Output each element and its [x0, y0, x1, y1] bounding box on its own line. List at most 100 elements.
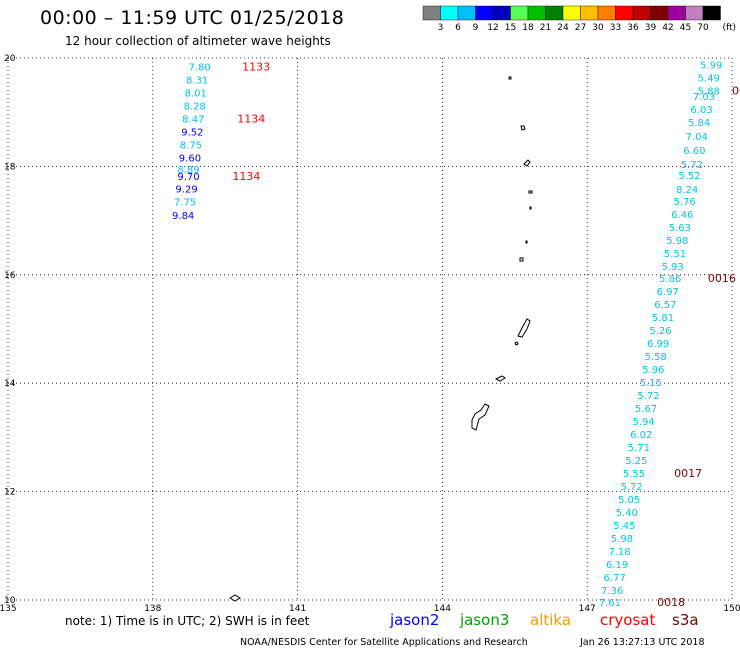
lon-tick-label: 150	[723, 604, 740, 614]
lon-tick-label: 144	[434, 604, 451, 614]
wave-height-label: 5.58	[645, 352, 667, 363]
wave-height-label: 5.84	[688, 118, 710, 129]
footer-note: note: 1) Time is in UTC; 2) SWH is in fe…	[65, 614, 310, 628]
legend-swatch	[650, 5, 669, 21]
wave-height-label: 5.25	[625, 456, 647, 467]
wave-height-label: 8.89	[177, 165, 199, 176]
wave-height-label: 5.51	[664, 249, 686, 260]
wave-height-label: 6.19	[606, 560, 628, 571]
time-label: 0016	[708, 272, 736, 285]
legend-unit-label: (ft)	[723, 23, 737, 33]
wave-height-label: 9.52	[181, 128, 203, 139]
altimeter-tracks: 7.80 8.31 8.01 8.28 8.47 9.52 8.75 9.608.899.70…	[172, 61, 722, 610]
satellite-jason3: jason3	[459, 611, 509, 629]
wave-height-label: 5.98	[611, 534, 633, 545]
wave-height-label: 8.31	[186, 76, 208, 87]
legend-swatch	[422, 5, 441, 21]
legend-label: 12	[487, 23, 498, 33]
time-labels: 1133 1134 1134 00 0016 0017 0018	[232, 61, 740, 609]
satellite-jason2: jason2	[389, 611, 439, 629]
island-south-atoll	[229, 594, 241, 602]
wave-height-label: 5.45	[613, 521, 635, 532]
wave-height-label: 5.72	[681, 160, 703, 171]
time-label: 00	[732, 85, 740, 98]
legend-swatch	[615, 5, 634, 21]
legend-label: 15	[505, 23, 516, 33]
legend-swatch	[597, 5, 616, 21]
island-pagan	[523, 159, 531, 167]
legend-swatch	[685, 5, 704, 21]
wave-height-label: 5.99	[700, 61, 722, 72]
wave-height-label: 5.76	[674, 197, 696, 208]
wave-height-label: 5.49	[698, 74, 720, 85]
axis-ticks: 135 138 141 144 147 150 10 12 14 16 18 20	[0, 54, 740, 614]
lat-tick-label: 20	[4, 54, 16, 64]
wave-height-label: 6.60	[683, 146, 705, 157]
wave-height-label: 7.03	[693, 92, 715, 103]
island-anatahan	[519, 257, 524, 262]
wave-height-label: 9.29	[175, 185, 197, 196]
island-aguijan	[514, 341, 519, 346]
wave-height-label: 9.84	[172, 211, 194, 222]
wave-height-label: 8.47	[182, 115, 204, 126]
wave-height-label: 5.15	[640, 378, 662, 389]
satellite-cryosat: cryosat	[600, 611, 655, 629]
time-label: 1133	[242, 61, 270, 74]
wave-height-label: 6.77	[604, 573, 626, 584]
wave-height-label: 5.93	[661, 262, 683, 273]
legend-label: 9	[473, 23, 479, 33]
lat-tick-label: 18	[4, 162, 16, 172]
time-label: 1134	[232, 170, 260, 183]
satellite-altika: altika	[530, 611, 571, 629]
legend-swatch	[492, 5, 511, 21]
time-label: 1134	[237, 113, 265, 126]
legend-swatch	[527, 5, 546, 21]
wave-height-label: 5.98	[666, 236, 688, 247]
wave-height-label: 7.75	[174, 198, 196, 209]
wave-height-label: 5.26	[649, 326, 671, 337]
island-rota	[494, 375, 506, 382]
chart-title: 00:00 – 11:59 UTC 01/25/2018	[40, 7, 344, 29]
time-label: 0018	[657, 596, 685, 609]
footer-timestamp: Jan 26 13:27:13 UTC 2018	[579, 637, 705, 648]
legend-swatch	[580, 5, 599, 21]
wave-height-label: 6.02	[630, 430, 652, 441]
wave-height-label: 5.63	[669, 223, 691, 234]
legend-label: 36	[627, 23, 639, 33]
lat-tick-label: 12	[4, 488, 15, 498]
wave-height-label: 8.24	[676, 185, 698, 196]
island-asuncion	[508, 76, 512, 80]
wave-height-label: 6.99	[647, 339, 669, 350]
footer-credit: NOAA/NESDIS Center for Satellite Applica…	[240, 637, 528, 648]
island-sarigan	[525, 240, 528, 244]
legend-label: 6	[455, 23, 461, 33]
legend-label: 30	[592, 23, 604, 33]
legend-label: 33	[610, 23, 621, 33]
legend-swatch	[562, 5, 581, 21]
lat-tick-label: 14	[4, 379, 16, 389]
wave-height-label: 6.46	[671, 210, 693, 221]
wave-height-label: 9.70	[177, 172, 199, 183]
wave-height-label: 5.71	[628, 443, 650, 454]
legend-label: 3	[438, 23, 444, 33]
wave-height-label: 5.96	[642, 365, 664, 376]
wave-height-label: 5.94	[633, 417, 655, 428]
wave-height-label: 7.80	[188, 63, 210, 74]
legend-swatch	[475, 5, 494, 21]
legend-label: 42	[662, 23, 673, 33]
legend-label: 24	[557, 23, 569, 33]
wave-height-label: 5.72	[620, 482, 642, 493]
lon-tick-label: 138	[144, 604, 161, 614]
legend-swatch	[545, 5, 564, 21]
time-label: 0017	[674, 467, 702, 480]
wave-height-label: 5.67	[635, 404, 657, 415]
legend-label: 21	[540, 23, 551, 33]
wave-height-label: 5.05	[618, 495, 640, 506]
legend-swatch	[440, 5, 459, 21]
islands	[229, 76, 533, 602]
legend-swatch	[702, 5, 721, 21]
wave-height-label: 5.55	[623, 469, 645, 480]
island-guguan	[529, 206, 532, 210]
island-alamagan	[528, 190, 533, 194]
wave-height-label: 7.61	[599, 598, 621, 609]
